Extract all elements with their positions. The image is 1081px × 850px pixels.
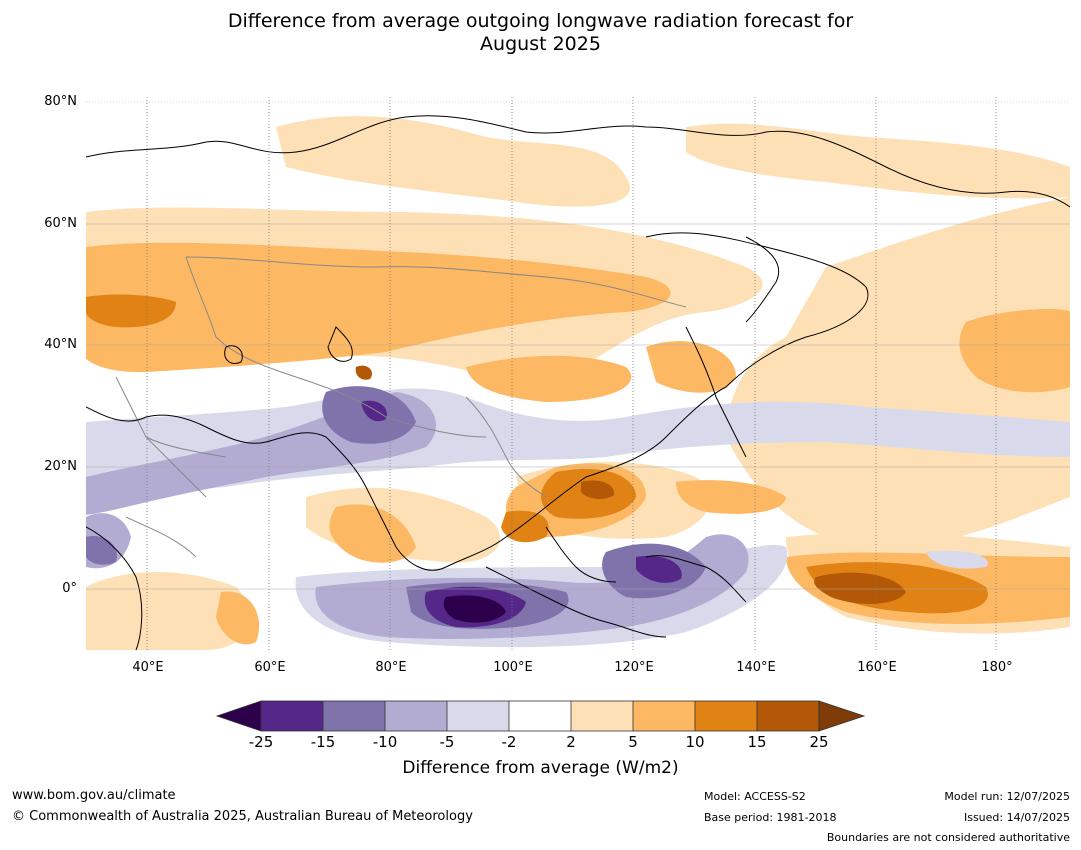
website-link[interactable]: www.bom.gov.au/climate <box>12 788 176 803</box>
lon-label-160e: 160°E <box>857 660 897 675</box>
colorbar-bin-2-5 <box>571 701 633 731</box>
model-text: Model: ACCESS-S2 <box>704 790 806 803</box>
lon-label-60e: 60°E <box>254 660 286 675</box>
olr-lt-neg25-band <box>443 595 506 623</box>
lat-label-80n: 80°N <box>44 94 77 109</box>
lon-label-40e: 40°E <box>132 660 164 675</box>
colorbar-bin-neg25-neg15 <box>261 701 323 731</box>
colorbar-dividers <box>322 701 758 731</box>
olr-anomaly-map <box>86 97 1070 650</box>
lat-label-40n: 40°N <box>44 337 77 352</box>
colorbar-extend-low <box>215 700 262 732</box>
colorbar-frame <box>260 700 820 732</box>
lon-label-180: 180° <box>981 660 1013 675</box>
lat-label-0: 0° <box>62 581 77 596</box>
map-meridians <box>146 97 997 650</box>
boundaries-disclaimer: Boundaries are not considered authoritat… <box>826 831 1070 844</box>
lon-label-120e: 120°E <box>614 660 654 675</box>
map-title-line1: Difference from average outgoing longwav… <box>227 10 854 32</box>
lat-label-20n: 20°N <box>44 459 77 474</box>
colorbar-tick: -2 <box>501 733 517 751</box>
colorbar-tick: 2 <box>566 733 576 751</box>
colorbar-bin-15-25 <box>757 701 819 731</box>
map-svg <box>86 97 1070 650</box>
colorbar-bin-neg10-neg5 <box>385 701 447 731</box>
map-title-line2: August 2025 <box>480 33 601 55</box>
colorbar-tick: -25 <box>248 733 274 751</box>
model-run-text: Model run: 12/07/2025 <box>944 790 1070 803</box>
lat-label-60n: 60°N <box>44 216 77 231</box>
colorbar-label: Difference from average (W/m2) <box>402 758 679 778</box>
colorbar-bin-5-10 <box>633 701 695 731</box>
colorbar-bin-neg2-2 <box>509 701 571 731</box>
map-parallels <box>86 101 1070 590</box>
colorbar-bin-neg5-neg2 <box>447 701 509 731</box>
colorbar-tick: 5 <box>628 733 638 751</box>
colorbar-tick: -5 <box>439 733 455 751</box>
colorbar-tick: 25 <box>809 733 829 751</box>
lon-label-140e: 140°E <box>736 660 776 675</box>
colorbar-bin-neg15-neg10 <box>323 701 385 731</box>
olr-15-25-band <box>355 365 906 604</box>
colorbar-extend-high <box>818 700 866 732</box>
issued-text: Issued: 14/07/2025 <box>963 811 1070 824</box>
colorbar-tick: -15 <box>310 733 336 751</box>
colorbar-bin-10-15 <box>695 701 757 731</box>
lon-label-100e: 100°E <box>493 660 533 675</box>
lon-label-80e: 80°E <box>375 660 407 675</box>
colorbar-tick: 15 <box>747 733 767 751</box>
colorbar-tick: 10 <box>685 733 705 751</box>
colorbar-tick: -10 <box>372 733 398 751</box>
base-period-text: Base period: 1981-2018 <box>704 811 837 824</box>
country-boundaries <box>115 256 687 558</box>
copyright-text: © Commonwealth of Australia 2025, Austra… <box>12 809 473 824</box>
